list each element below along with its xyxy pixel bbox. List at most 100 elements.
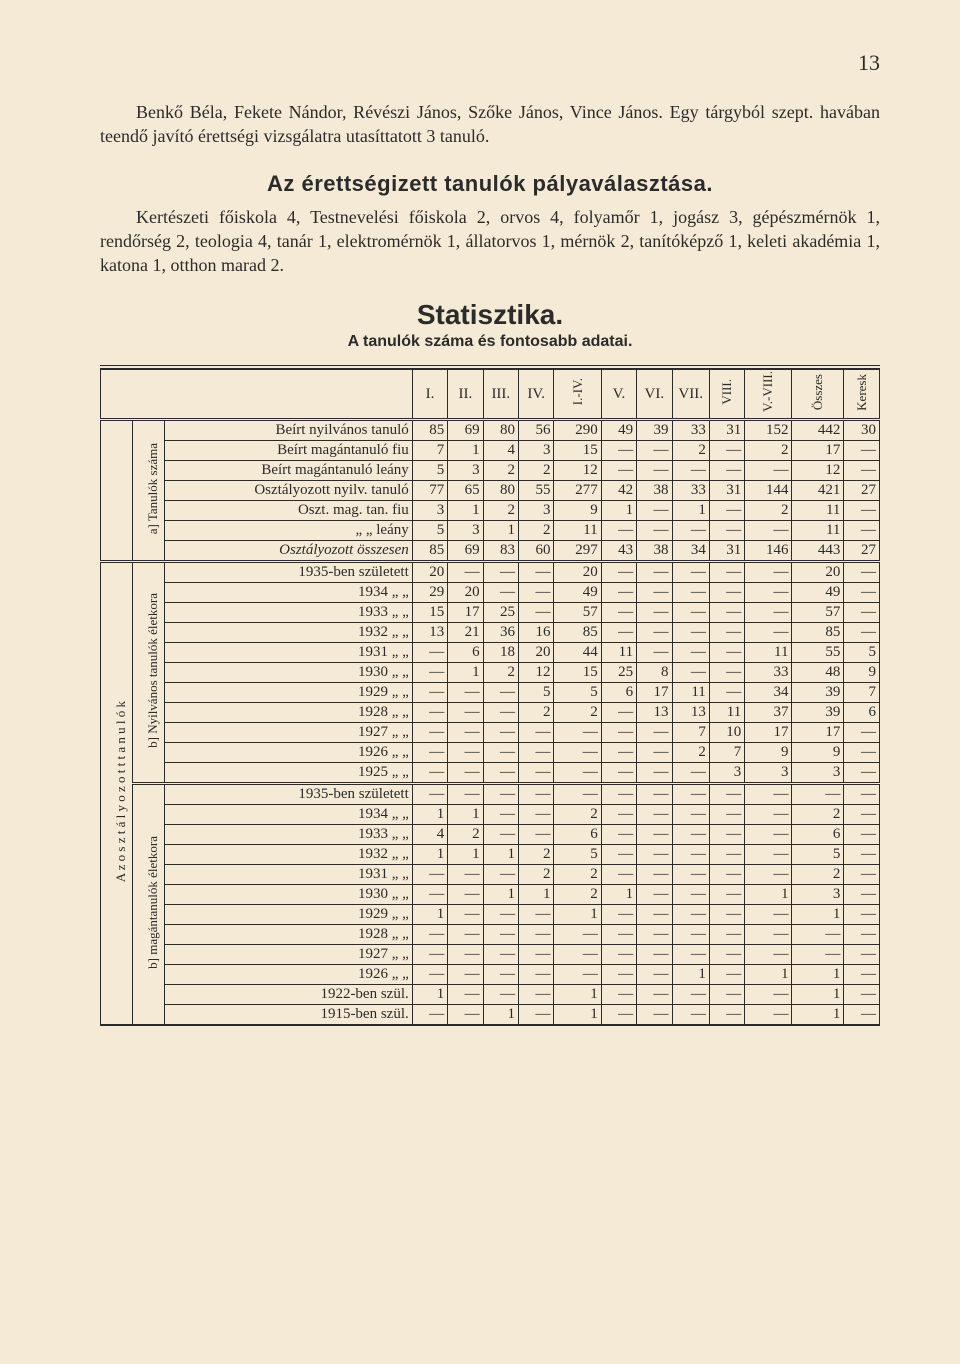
table-row: 1933 „ „151725—57—————57— — [101, 603, 880, 623]
table-cell: — — [844, 825, 880, 845]
table-cell: — — [844, 603, 880, 623]
table-cell: 11 — [601, 643, 636, 663]
table-cell: — — [672, 905, 709, 925]
table-cell: 2 — [519, 865, 554, 885]
table-cell: — — [709, 965, 744, 985]
row-label: 1931 „ „ — [164, 643, 412, 663]
table-cell: 65 — [448, 481, 483, 501]
table-cell: — — [672, 583, 709, 603]
table-cell: 1 — [483, 521, 518, 541]
table-cell: 3 — [792, 763, 844, 784]
table-cell: — — [601, 743, 636, 763]
row-label: 1935-ben született — [164, 562, 412, 583]
table-cell: 1 — [745, 885, 792, 905]
table-cell: — — [709, 461, 744, 481]
table-cell: — — [844, 905, 880, 925]
row-label: 1915-ben szül. — [164, 1005, 412, 1025]
table-cell: — — [672, 885, 709, 905]
table-cell: — — [844, 441, 880, 461]
table-cell: 43 — [601, 541, 636, 562]
table-cell: — — [672, 985, 709, 1005]
table-cell: — — [844, 521, 880, 541]
table-row: 1926 „ „———————2799— — [101, 743, 880, 763]
table-cell: 57 — [792, 603, 844, 623]
table-cell: — — [412, 945, 447, 965]
table-row: 1933 „ „42——6—————6— — [101, 825, 880, 845]
table-cell: — — [483, 763, 518, 784]
table-cell: 4 — [483, 441, 518, 461]
table-cell: — — [554, 743, 601, 763]
table-cell: — — [483, 825, 518, 845]
table-cell: — — [709, 905, 744, 925]
table-cell: — — [483, 703, 518, 723]
table-cell: — — [483, 562, 518, 583]
table-cell: 69 — [448, 420, 483, 441]
table-cell: — — [745, 562, 792, 583]
table-cell: 2 — [554, 865, 601, 885]
row-label: Beírt nyilvános tanuló — [164, 420, 412, 441]
table-cell: — — [412, 784, 447, 805]
table-cell: 48 — [792, 663, 844, 683]
table-row: 1922-ben szül.1———1—————1— — [101, 985, 880, 1005]
table-cell: — — [483, 945, 518, 965]
table-cell: — — [601, 723, 636, 743]
table-cell: — — [637, 603, 672, 623]
table-cell: — — [412, 965, 447, 985]
table-cell: 60 — [519, 541, 554, 562]
table-cell: 49 — [792, 583, 844, 603]
table-row: A z o s z t á l y o z o t t t a n u l ó … — [101, 562, 880, 583]
table-cell: — — [637, 461, 672, 481]
table-cell: 17 — [792, 441, 844, 461]
row-label: 1928 „ „ — [164, 925, 412, 945]
table-cell: 38 — [637, 541, 672, 562]
table-cell: — — [519, 603, 554, 623]
column-header: Keresk — [844, 370, 880, 420]
table-cell: 27 — [844, 481, 880, 501]
table-cell: 37 — [745, 703, 792, 723]
table-cell: 1 — [554, 1005, 601, 1025]
table-cell: — — [709, 885, 744, 905]
table-cell: 1 — [792, 965, 844, 985]
table-cell: 5 — [554, 845, 601, 865]
table-cell: — — [745, 784, 792, 805]
table-cell: — — [745, 845, 792, 865]
table-cell: 3 — [792, 885, 844, 905]
table-cell: — — [483, 865, 518, 885]
table-cell: — — [672, 925, 709, 945]
table-cell: 33 — [672, 481, 709, 501]
row-label: 1934 „ „ — [164, 805, 412, 825]
table-cell: — — [672, 763, 709, 784]
table-cell: 1 — [483, 1005, 518, 1025]
table-cell: — — [709, 562, 744, 583]
table-cell: — — [519, 583, 554, 603]
table-cell: 17 — [448, 603, 483, 623]
table-cell: — — [601, 985, 636, 1005]
table-cell: 11 — [792, 521, 844, 541]
table-cell: — — [672, 663, 709, 683]
table-cell: 2 — [483, 501, 518, 521]
table-cell: 9 — [745, 743, 792, 763]
column-header: Összes — [792, 370, 844, 420]
table-cell: — — [519, 945, 554, 965]
table-cell: 15 — [412, 603, 447, 623]
table-cell: — — [519, 723, 554, 743]
table-cell: — — [745, 521, 792, 541]
column-header: VII. — [672, 370, 709, 420]
table-cell: — — [412, 643, 447, 663]
table-cell: 3 — [519, 501, 554, 521]
table-cell: — — [709, 501, 744, 521]
table-cell: — — [672, 865, 709, 885]
table-cell: — — [412, 703, 447, 723]
table-cell: 20 — [554, 562, 601, 583]
table-cell: — — [844, 784, 880, 805]
table-cell: 11 — [554, 521, 601, 541]
table-cell: — — [844, 885, 880, 905]
table-cell: — — [637, 521, 672, 541]
table-cell: — — [412, 885, 447, 905]
table-cell: — — [637, 925, 672, 945]
table-cell: — — [745, 583, 792, 603]
table-row: 1932 „ „1321361685—————85— — [101, 623, 880, 643]
table-cell: — — [709, 521, 744, 541]
row-label: 1929 „ „ — [164, 683, 412, 703]
table-cell: — — [483, 723, 518, 743]
